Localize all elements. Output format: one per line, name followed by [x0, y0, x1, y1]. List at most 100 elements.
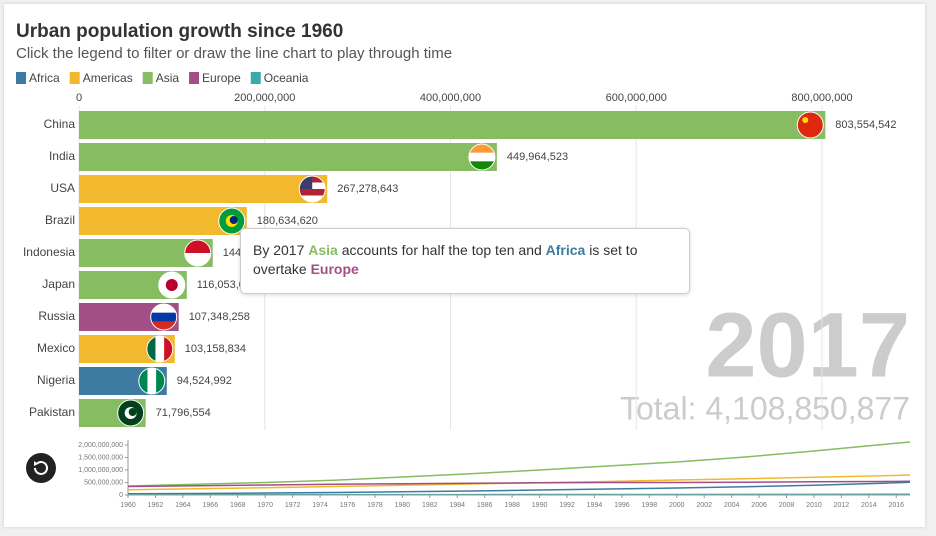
- x-tick-label: 1968: [230, 502, 246, 509]
- y-tick-label: Indonesia: [23, 245, 75, 259]
- flag-icon: [150, 304, 177, 330]
- value-label: 107,348,258: [189, 311, 250, 323]
- x-tick-label: 400,000,000: [420, 92, 481, 104]
- flag-ring: [117, 399, 145, 427]
- flag-ring: [146, 335, 174, 363]
- x-tick-label: 1962: [148, 502, 164, 509]
- flag-icon: [797, 112, 824, 138]
- x-tick-label: 1990: [532, 502, 548, 509]
- x-tick-label: 2000: [669, 502, 685, 509]
- flag-ring: [158, 271, 186, 299]
- flag-stripe: [468, 161, 495, 170]
- legend-swatch: [69, 72, 80, 84]
- legend-label: Oceania: [264, 71, 309, 85]
- bar: [79, 175, 328, 203]
- flag-stripe: [468, 152, 495, 162]
- y-tick-label: Pakistan: [29, 405, 75, 419]
- y-tick-label: Mexico: [37, 341, 75, 355]
- flag-stripe: [150, 321, 177, 330]
- bar: [79, 111, 826, 139]
- x-tick-label: 1980: [395, 502, 411, 509]
- x-tick-label: 800,000,000: [791, 92, 852, 104]
- x-tick-label: 1998: [642, 502, 658, 509]
- flag-dot: [128, 408, 137, 416]
- x-tick-label: 2012: [834, 502, 850, 509]
- replay-arrow: [34, 461, 38, 466]
- y-tick-label: China: [44, 117, 76, 131]
- flag-dot: [165, 279, 178, 291]
- chart-subtitle: Click the legend to filter or draw the l…: [16, 45, 452, 62]
- flag-star: [802, 117, 809, 123]
- y-tick-label: 500,000,000: [84, 479, 123, 486]
- line: [127, 480, 911, 488]
- legend-label: Americas: [83, 71, 133, 85]
- flag-stripe: [468, 144, 495, 154]
- line: [127, 441, 911, 487]
- legend-swatch: [142, 72, 153, 84]
- flag-stripe: [299, 195, 326, 202]
- x-tick-label: 1992: [559, 502, 575, 509]
- x-tick-label: 200,000,000: [234, 92, 295, 104]
- y-tick-label: 2,000,000,000: [78, 442, 123, 449]
- value-label: 103,158,834: [185, 343, 246, 355]
- value-label: 180,634,620: [257, 215, 318, 227]
- x-tick-label: 1986: [477, 502, 493, 509]
- flag-ring: [218, 207, 246, 235]
- flag-stripe: [184, 253, 211, 266]
- x-tick-label: 1960: [120, 502, 136, 509]
- flag-icon: [138, 368, 165, 394]
- replay-button[interactable]: [26, 453, 56, 483]
- x-tick-label: 1988: [504, 502, 520, 509]
- y-tick-label: Nigeria: [37, 373, 75, 387]
- annotation-highlight: Europe: [310, 261, 359, 277]
- flag-dot: [229, 216, 238, 224]
- y-tick-label: USA: [50, 181, 75, 195]
- x-tick-label: 1966: [203, 502, 219, 509]
- flag-stripe: [150, 304, 177, 314]
- x-tick-label: 1976: [340, 502, 356, 509]
- x-tick-label: 1970: [257, 502, 273, 509]
- flag-ring: [796, 111, 824, 139]
- y-tick-label: 1,000,000,000: [78, 467, 123, 474]
- x-tick-label: 2014: [861, 502, 877, 509]
- flag-stripe: [184, 240, 211, 254]
- x-tick-label: 1984: [449, 502, 465, 509]
- y-tick-label: India: [49, 149, 75, 163]
- y-tick-label: 1,500,000,000: [78, 454, 123, 461]
- flag-stripe: [146, 336, 156, 362]
- y-tick-label: 0: [119, 492, 123, 499]
- x-tick-label: 1994: [587, 502, 603, 509]
- total-label: Total: 4,108,850,877: [620, 390, 910, 426]
- line: [127, 481, 911, 495]
- flag-stripe: [164, 336, 173, 362]
- x-tick-label: 2004: [724, 502, 740, 509]
- x-tick-label: 1982: [422, 502, 438, 509]
- x-tick-label: 1978: [367, 502, 383, 509]
- annotation-highlight: Asia: [308, 242, 338, 258]
- x-tick-label: 1964: [175, 502, 191, 509]
- legend-label: Asia: [156, 71, 180, 85]
- legend-swatch: [189, 72, 200, 84]
- flag-icon: [158, 272, 185, 298]
- x-tick-label: 2008: [779, 502, 795, 509]
- flag-stripe: [147, 368, 157, 394]
- flag-stripe: [299, 189, 326, 196]
- legend-swatch: [16, 72, 26, 84]
- x-tick-label: 1974: [312, 502, 328, 509]
- flag-ring: [184, 239, 212, 267]
- value-label: 803,554,542: [835, 119, 896, 131]
- x-tick-label: 2016: [888, 502, 904, 509]
- x-tick-label: 1996: [614, 502, 630, 509]
- flag-ring: [298, 175, 326, 203]
- chart-title: Urban population growth since 1960: [16, 21, 343, 42]
- x-tick-label: 2010: [806, 502, 822, 509]
- y-tick-label: Russia: [38, 309, 75, 323]
- y-tick-label: Japan: [42, 277, 75, 291]
- flag-icon: [146, 336, 173, 362]
- flag-stripe: [150, 312, 177, 322]
- annotation-highlight: Africa: [545, 242, 586, 258]
- flag-ring: [138, 367, 166, 395]
- legend-swatch: [250, 72, 261, 84]
